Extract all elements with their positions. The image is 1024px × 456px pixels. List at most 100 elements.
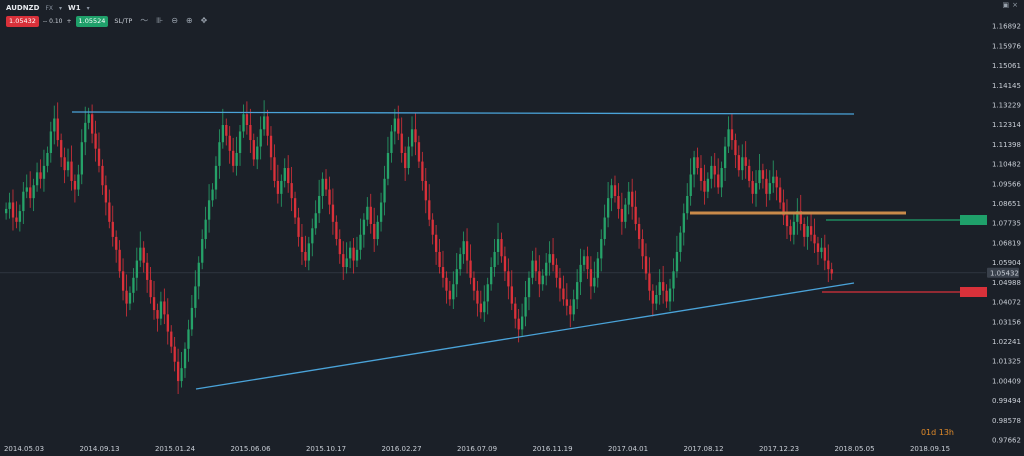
crosshair-icon[interactable]: ✥ bbox=[200, 16, 208, 25]
current-price-badge bbox=[987, 267, 1019, 278]
candle-body bbox=[531, 260, 534, 278]
candle-body bbox=[534, 260, 538, 272]
candle-body bbox=[53, 118, 56, 132]
indicators-icon[interactable]: ⊪ bbox=[156, 16, 164, 25]
close-icon[interactable]: × bbox=[1012, 1, 1018, 9]
candle-body bbox=[228, 135, 231, 151]
candle-body bbox=[785, 215, 789, 227]
candle-body bbox=[101, 165, 104, 186]
y-tick-label: 1.02241 bbox=[992, 338, 1021, 346]
line-style-icon[interactable]: 〜 bbox=[140, 16, 149, 25]
support-trendline bbox=[195, 282, 855, 390]
x-tick-label: 2014.09.13 bbox=[79, 445, 119, 453]
y-tick-label: 1.06819 bbox=[992, 239, 1021, 247]
candle-body bbox=[644, 256, 648, 274]
candle-body bbox=[111, 221, 114, 237]
candle-body bbox=[273, 157, 276, 181]
candle-body bbox=[18, 211, 22, 222]
chart-grid: 1.05432 bbox=[0, 267, 1019, 278]
candle-body bbox=[349, 247, 352, 259]
candle-body bbox=[421, 161, 424, 181]
chart-toolbar: AUDNZD FX ▾ W1 ▾ 1.05432 -- 0.10 + 1.055… bbox=[0, 0, 1024, 30]
candle-body bbox=[232, 150, 235, 166]
take-profit-badge bbox=[960, 215, 987, 225]
x-tick-label: 2016.07.09 bbox=[457, 445, 497, 453]
candle-body bbox=[170, 331, 173, 347]
candle-body bbox=[400, 133, 403, 153]
candles-group bbox=[5, 100, 833, 394]
buy-price-button[interactable]: 1.05524 bbox=[75, 15, 109, 27]
sell-price-button[interactable]: 1.05432 bbox=[6, 15, 39, 27]
candle-body bbox=[806, 226, 809, 237]
candle-body bbox=[758, 170, 761, 184]
candle-body bbox=[410, 129, 414, 147]
y-tick-label: 1.14145 bbox=[992, 82, 1021, 90]
x-tick-label: 2015.06.06 bbox=[230, 445, 271, 453]
candle-body bbox=[754, 183, 758, 194]
candle-body bbox=[60, 140, 63, 158]
candle-body bbox=[180, 368, 183, 382]
candle-body bbox=[648, 273, 651, 291]
timeframe-chevron-down-icon[interactable]: ▾ bbox=[86, 4, 90, 12]
candle-body bbox=[820, 247, 823, 252]
candle-body bbox=[115, 236, 118, 250]
candle-body bbox=[637, 223, 641, 240]
sl-tp-button[interactable]: SL/TP bbox=[114, 17, 133, 25]
candle-body bbox=[252, 140, 255, 160]
candle-body bbox=[187, 329, 190, 349]
candle-body bbox=[235, 152, 238, 166]
candle-body bbox=[225, 124, 228, 136]
candle-body bbox=[245, 114, 249, 125]
candle-body bbox=[792, 221, 796, 235]
candle-body bbox=[15, 217, 18, 222]
resistance-trendline bbox=[71, 111, 855, 115]
candle-body bbox=[500, 239, 503, 257]
x-tick-label: 2015.10.17 bbox=[306, 445, 346, 453]
candle-body bbox=[624, 204, 627, 222]
candle-body bbox=[431, 219, 434, 235]
x-tick-label: 2015.01.24 bbox=[155, 445, 196, 453]
candle-body bbox=[177, 361, 180, 382]
zoom-in-icon[interactable]: ⊕ bbox=[185, 16, 193, 25]
candle-body bbox=[782, 202, 785, 216]
candle-body bbox=[266, 116, 269, 136]
market-chevron-down-icon[interactable]: ▾ bbox=[59, 4, 63, 12]
candle-body bbox=[620, 208, 624, 222]
spread-value: -- 0.10 bbox=[42, 17, 63, 25]
zoom-out-icon[interactable]: ⊖ bbox=[171, 16, 178, 25]
candle-body bbox=[156, 310, 159, 319]
maximize-icon[interactable]: ▣ bbox=[1002, 1, 1010, 9]
timeframe-label[interactable]: W1 bbox=[68, 4, 81, 12]
candle-body bbox=[524, 297, 527, 317]
candle-body bbox=[651, 290, 655, 304]
candle-body bbox=[607, 198, 610, 218]
candle-body bbox=[345, 258, 348, 268]
candle-body bbox=[84, 122, 87, 143]
y-tick-label: 0.97662 bbox=[992, 437, 1021, 445]
candle-body bbox=[207, 200, 211, 220]
candle-body bbox=[548, 254, 551, 263]
candle-body bbox=[775, 176, 778, 188]
candle-body bbox=[514, 303, 517, 319]
y-tick-label: 1.07735 bbox=[992, 220, 1021, 228]
candle-body bbox=[703, 180, 706, 192]
x-tick-label: 2016.11.19 bbox=[532, 445, 572, 453]
candle-body bbox=[617, 196, 620, 209]
candle-body bbox=[297, 217, 300, 237]
candle-body bbox=[94, 133, 97, 149]
candle-body bbox=[355, 249, 359, 261]
candle-body bbox=[455, 269, 458, 285]
candle-body bbox=[324, 178, 328, 190]
symbol-label[interactable]: AUDNZD bbox=[6, 4, 40, 12]
y-tick-label: 1.13229 bbox=[992, 102, 1021, 110]
candle-body bbox=[80, 142, 83, 175]
candle-body bbox=[218, 142, 221, 166]
candle-body bbox=[541, 275, 544, 285]
y-tick-label: 1.12314 bbox=[992, 121, 1021, 129]
candle-body bbox=[390, 131, 393, 153]
window-controls: ▣ × bbox=[1003, 1, 1019, 9]
candle-body bbox=[744, 157, 747, 166]
candle-body bbox=[146, 262, 149, 280]
candle-body bbox=[634, 206, 637, 224]
